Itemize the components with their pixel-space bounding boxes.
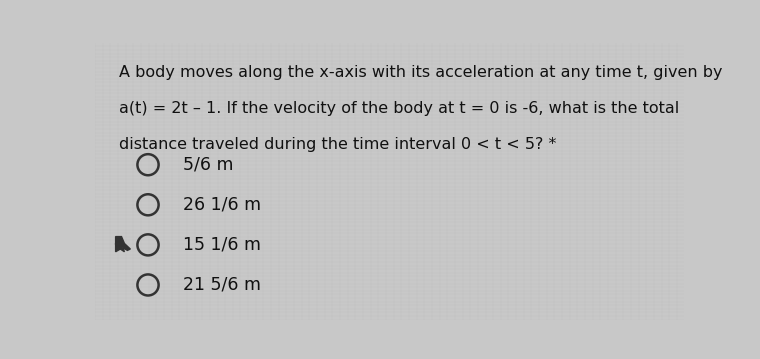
Text: 26 1/6 m: 26 1/6 m: [183, 196, 261, 214]
Polygon shape: [116, 237, 131, 252]
Text: A body moves along the x-axis with its acceleration at any time t, given by: A body moves along the x-axis with its a…: [119, 65, 722, 80]
Text: 21 5/6 m: 21 5/6 m: [183, 276, 261, 294]
Text: distance traveled during the time interval 0 < t < 5? *: distance traveled during the time interv…: [119, 137, 556, 152]
Text: 15 1/6 m: 15 1/6 m: [183, 236, 261, 254]
Text: 5/6 m: 5/6 m: [183, 156, 234, 174]
Text: a(t) = 2t – 1. If the velocity of the body at t = 0 is -6, what is the total: a(t) = 2t – 1. If the velocity of the bo…: [119, 101, 679, 116]
